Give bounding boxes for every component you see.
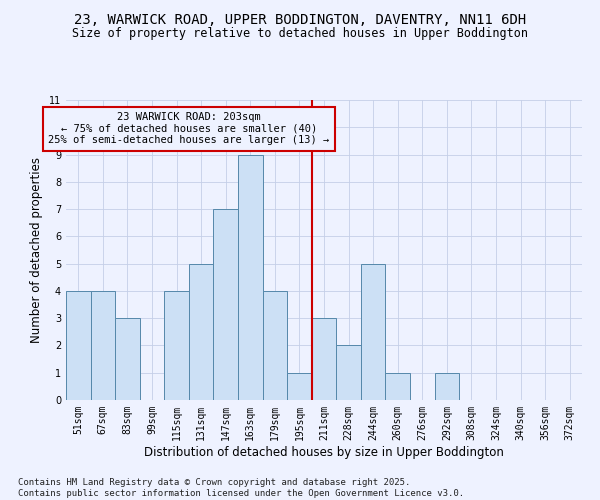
Bar bbox=[238, 154, 263, 400]
X-axis label: Distribution of detached houses by size in Upper Boddington: Distribution of detached houses by size … bbox=[144, 446, 504, 458]
Text: Size of property relative to detached houses in Upper Boddington: Size of property relative to detached ho… bbox=[72, 28, 528, 40]
Bar bbox=[434, 372, 459, 400]
Bar bbox=[189, 264, 214, 400]
Y-axis label: Number of detached properties: Number of detached properties bbox=[31, 157, 43, 343]
Bar bbox=[263, 291, 287, 400]
Text: 23, WARWICK ROAD, UPPER BODDINGTON, DAVENTRY, NN11 6DH: 23, WARWICK ROAD, UPPER BODDINGTON, DAVE… bbox=[74, 12, 526, 26]
Bar bbox=[214, 209, 238, 400]
Bar bbox=[66, 291, 91, 400]
Bar bbox=[91, 291, 115, 400]
Bar bbox=[115, 318, 140, 400]
Bar bbox=[287, 372, 312, 400]
Text: 23 WARWICK ROAD: 203sqm
← 75% of detached houses are smaller (40)
25% of semi-de: 23 WARWICK ROAD: 203sqm ← 75% of detache… bbox=[48, 112, 329, 146]
Text: Contains HM Land Registry data © Crown copyright and database right 2025.
Contai: Contains HM Land Registry data © Crown c… bbox=[18, 478, 464, 498]
Bar bbox=[385, 372, 410, 400]
Bar bbox=[361, 264, 385, 400]
Bar bbox=[312, 318, 336, 400]
Bar bbox=[336, 346, 361, 400]
Bar bbox=[164, 291, 189, 400]
